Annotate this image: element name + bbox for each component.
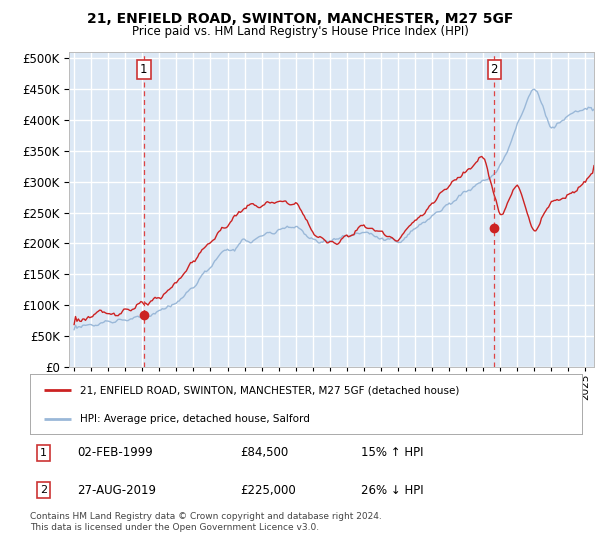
Text: 27-AUG-2019: 27-AUG-2019 — [77, 484, 156, 497]
Text: 15% ↑ HPI: 15% ↑ HPI — [361, 446, 424, 459]
Text: Price paid vs. HM Land Registry's House Price Index (HPI): Price paid vs. HM Land Registry's House … — [131, 25, 469, 38]
Text: 1: 1 — [140, 63, 148, 76]
Text: £225,000: £225,000 — [240, 484, 296, 497]
Text: 21, ENFIELD ROAD, SWINTON, MANCHESTER, M27 5GF (detached house): 21, ENFIELD ROAD, SWINTON, MANCHESTER, M… — [80, 385, 459, 395]
Text: 1: 1 — [40, 447, 47, 458]
Text: Contains HM Land Registry data © Crown copyright and database right 2024.
This d: Contains HM Land Registry data © Crown c… — [30, 512, 382, 532]
Text: 2: 2 — [491, 63, 498, 76]
Text: 2: 2 — [40, 486, 47, 496]
Text: 26% ↓ HPI: 26% ↓ HPI — [361, 484, 424, 497]
Text: 02-FEB-1999: 02-FEB-1999 — [77, 446, 152, 459]
Text: HPI: Average price, detached house, Salford: HPI: Average price, detached house, Salf… — [80, 414, 310, 424]
Text: £84,500: £84,500 — [240, 446, 288, 459]
Text: 21, ENFIELD ROAD, SWINTON, MANCHESTER, M27 5GF: 21, ENFIELD ROAD, SWINTON, MANCHESTER, M… — [87, 12, 513, 26]
